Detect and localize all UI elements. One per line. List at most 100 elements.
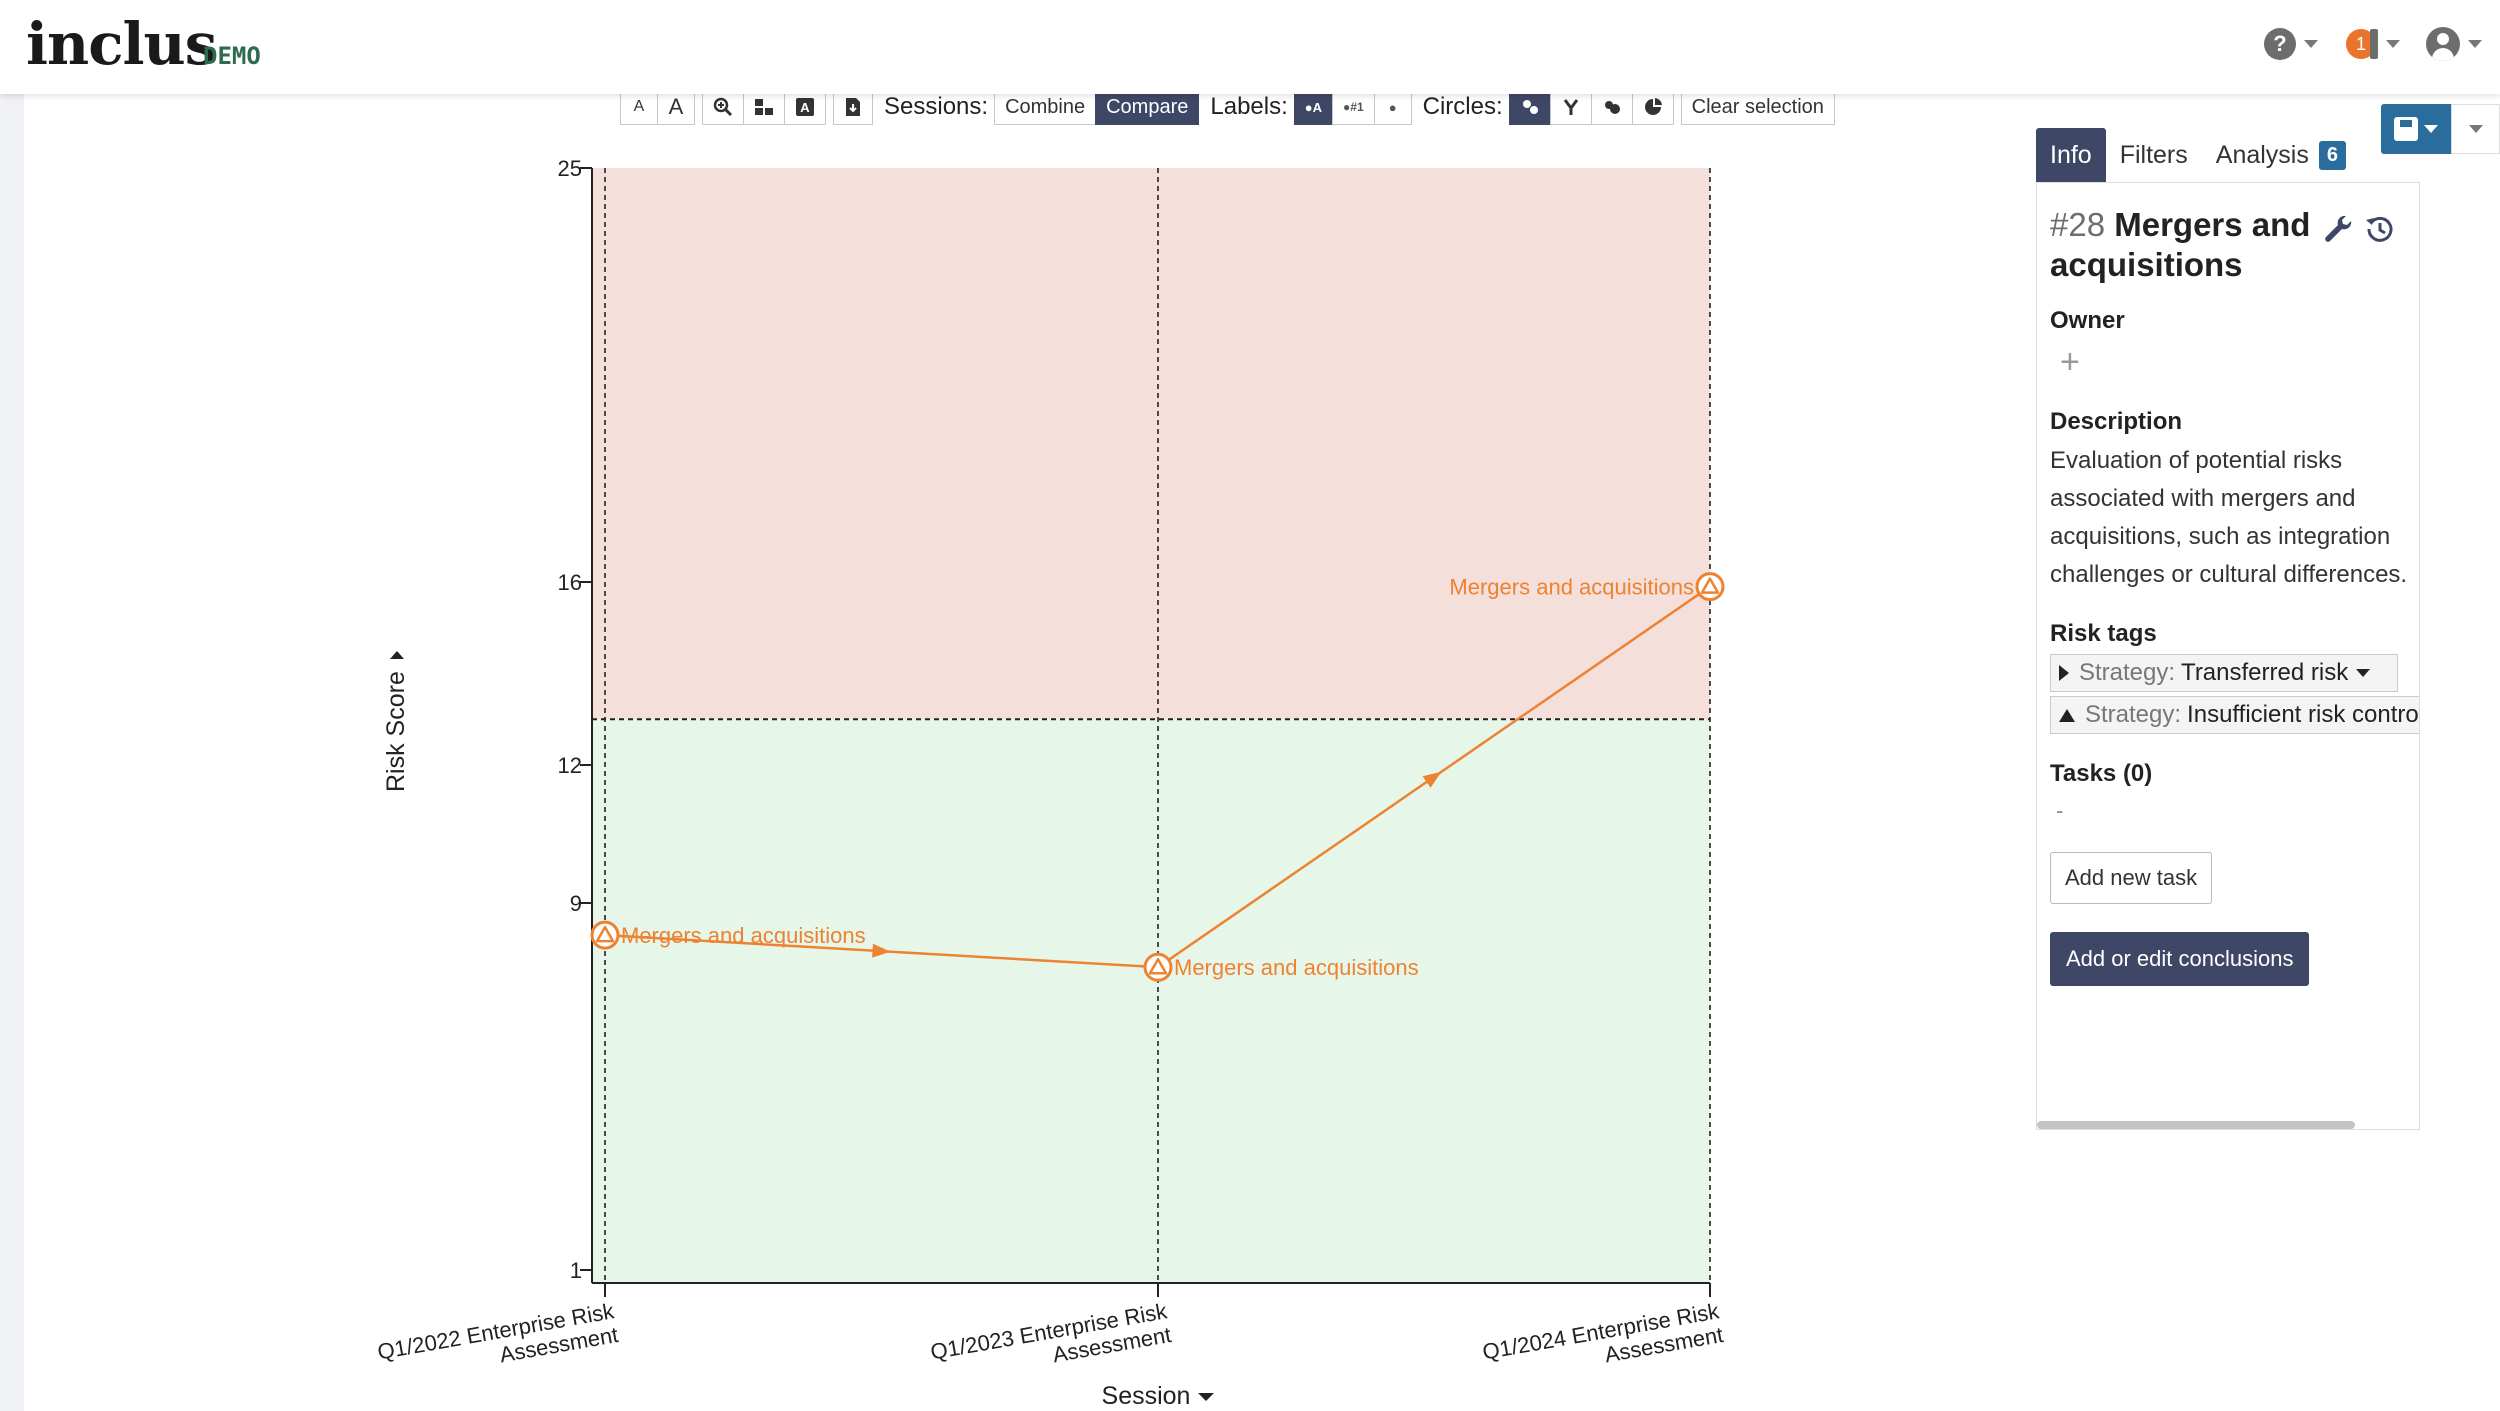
add-conclusions-button[interactable]: Add or edit conclusions [2050,932,2310,986]
caret-up-icon [390,651,404,659]
x-axis-title[interactable]: Session [1102,1382,1191,1410]
tag-value: Insufficient risk controls [2187,701,2420,728]
warning-icon [1148,957,1168,975]
risk-tags-heading: Risk tags [2050,620,2157,647]
download-file-icon [846,98,860,116]
labels-text-button[interactable]: ●A [1293,89,1334,125]
data-label[interactable]: Mergers and acquisitions [1174,955,1419,980]
user-icon[interactable] [2426,27,2460,61]
save-icon [2394,117,2418,141]
notification-menu[interactable]: 1 [2346,24,2400,64]
circles-cluster-button[interactable] [1590,89,1633,125]
label-box-button[interactable]: A [784,89,826,125]
chevron-down-icon [2424,125,2438,133]
font-decrease-button[interactable]: A [620,89,658,125]
caret-right-icon [2059,665,2069,681]
direction-arrow [1422,771,1442,788]
layout-button[interactable] [743,89,785,125]
y-tick-label: 1 [570,1258,582,1283]
clear-selection-button[interactable]: Clear selection [1680,89,1835,125]
low-risk-zone [592,719,1710,1283]
risk-chart: 25 16 12 9 1 Q1/2022 Enterprise RiskAssessmen… [375,156,1725,1410]
risk-tag[interactable]: Strategy: Transferred risk [2050,654,2398,692]
data-label[interactable]: Mergers and acquisitions [1449,575,1694,600]
labels-none-button[interactable]: ● [1373,89,1412,125]
analysis-count-badge: 6 [2318,140,2346,170]
chevron-down-icon [2356,669,2371,677]
merge-icon [1563,99,1578,115]
help-icon[interactable]: ? [2264,28,2296,60]
history-icon[interactable] [2364,213,2396,245]
label-box-icon: A [796,98,814,116]
tag-value: Transferred risk [2181,659,2349,686]
chevron-down-icon [1198,1393,1214,1401]
export-button[interactable] [833,89,873,125]
info-panel: #28 Mergers and acquisitions Owner + Des… [2036,182,2420,1130]
layout-icon [755,99,773,115]
combine-button[interactable]: Combine [994,89,1097,125]
high-risk-zone [592,168,1710,720]
y-tick-label: 12 [558,753,582,778]
labels-number-button[interactable]: ●#1 [1332,89,1375,125]
chevron-down-icon [2386,40,2400,48]
tag-key: Strategy: [2079,659,2176,686]
tasks-empty: - [2056,798,2064,823]
zoom-icon [713,97,733,117]
tab-analysis[interactable]: Analysis 6 [2202,128,2360,182]
tab-info[interactable]: Info [2036,128,2106,182]
tag-key: Strategy: [2085,701,2182,728]
chevron-down-icon [2304,40,2318,48]
risk-description: Evaluation of potential risks associated… [2050,447,2408,588]
risk-title: #28 Mergers and acquisitions [2050,205,2350,285]
horizontal-scrollbar[interactable] [2037,1121,2355,1129]
sidebar-tabs: Info Filters Analysis 6 [2036,128,2360,182]
add-owner-button[interactable]: + [2060,343,2080,381]
warning-icon [2059,708,2075,722]
tab-analysis-label: Analysis [2215,140,2309,169]
notification-icon [2370,29,2378,59]
data-point[interactable] [1695,572,1725,602]
add-task-button[interactable]: Add new task [2050,852,2213,904]
help-menu[interactable]: ? [2264,24,2318,64]
risk-number: #28 [2050,206,2106,243]
y-tick-label: 9 [570,891,582,916]
tab-filters[interactable]: Filters [2119,140,2188,169]
y-axis-title[interactable]: Risk Score [382,671,410,792]
font-increase-button[interactable]: A [657,89,695,125]
pie-icon [1644,98,1662,115]
compare-button[interactable]: Compare [1095,89,1200,125]
zoom-button[interactable] [702,89,744,125]
save-button[interactable] [2381,104,2451,154]
circles-scatter-button[interactable] [1508,89,1551,125]
circles-label: Circles: [1422,93,1503,120]
logo-demo-badge: DEMO [203,42,261,70]
scatter-icon [1522,100,1538,114]
description-heading: Description [2050,408,2183,435]
cluster-icon [1604,101,1620,114]
tasks-heading: Tasks (0) [2050,760,2153,787]
warning-icon [595,925,615,943]
options-dropdown-button[interactable] [2451,104,2500,154]
chart-toolbar: A A A Sessions: Combine Compare Labels: … [620,88,1835,126]
data-label[interactable]: Mergers and acquisitions [621,923,866,948]
owner-heading: Owner [2050,307,2125,334]
svg-text:A: A [800,100,810,115]
data-point[interactable] [590,920,620,950]
wrench-icon[interactable] [2322,213,2352,243]
chevron-down-icon [2468,40,2482,48]
data-point[interactable] [1143,952,1173,982]
sessions-label: Sessions: [884,93,989,120]
risk-tag[interactable]: Strategy: Insufficient risk controls [2050,696,2420,734]
user-menu[interactable] [2426,24,2482,64]
labels-label: Labels: [1210,93,1288,120]
chevron-down-icon [2468,125,2483,133]
y-tick-label: 16 [558,570,582,595]
circles-merge-button[interactable] [1549,89,1592,125]
warning-icon [1700,577,1720,594]
y-tick-label: 25 [558,156,582,181]
circles-pie-button[interactable] [1631,89,1674,125]
logo[interactable]: inclus [26,10,217,78]
